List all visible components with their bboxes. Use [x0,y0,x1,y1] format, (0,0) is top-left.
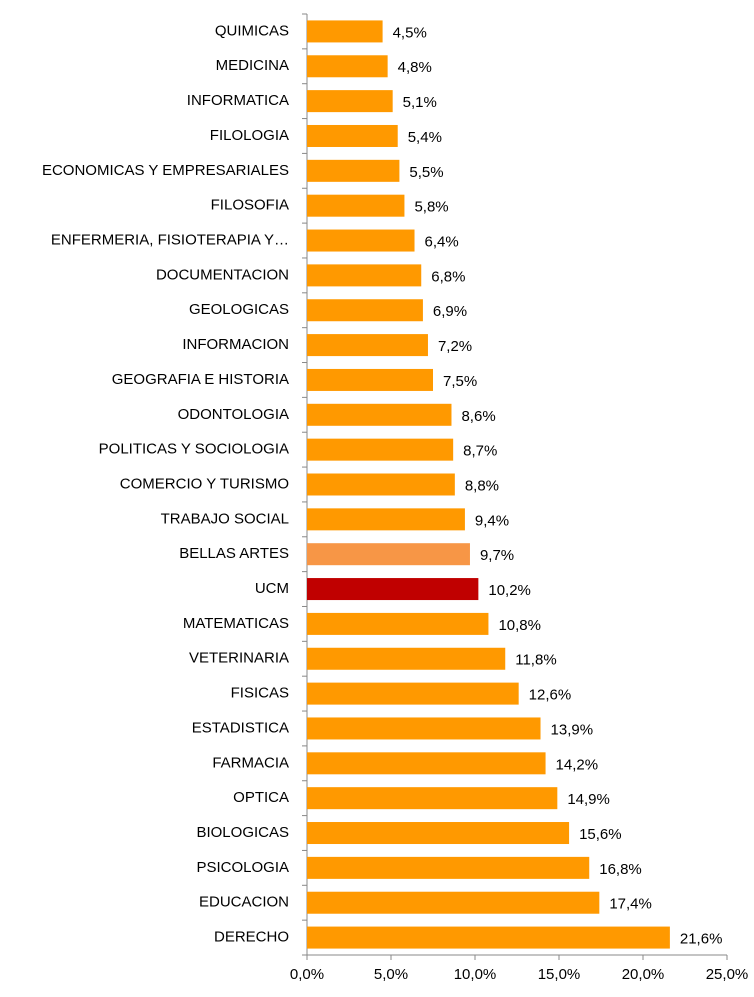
x-tick-label: 0,0% [290,966,324,983]
value-label: 6,9% [433,303,467,320]
bar [307,20,383,43]
x-tick-label: 10,0% [454,966,497,983]
bar [307,438,454,461]
y-tick-label: MATEMATICAS [183,615,289,632]
bar [307,334,428,357]
value-label: 10,2% [488,582,531,599]
y-tick-label: ECONOMICAS Y EMPRESARIALES [42,162,289,179]
bar [307,543,470,566]
bar [307,194,405,217]
value-label: 14,9% [567,791,610,808]
bar [307,717,541,740]
y-tick-label: QUIMICAS [215,22,289,39]
value-label: 10,8% [498,617,541,634]
x-tick-label: 20,0% [622,966,665,983]
value-label: 5,5% [409,164,443,181]
y-tick-label: DOCUMENTACION [156,266,289,283]
x-tick-label: 15,0% [538,966,581,983]
y-tick-label: ENFERMERIA, FISIOTERAPIA Y… [51,232,289,249]
y-tick-label: FILOSOFIA [211,197,289,214]
bar [307,612,489,635]
bar [307,264,422,287]
y-tick-label: INFORMATICA [187,92,289,109]
bar [307,299,423,322]
y-tick-label: GEOGRAFIA E HISTORIA [112,371,289,388]
bar [307,90,393,113]
x-tick-label: 5,0% [374,966,408,983]
value-label: 8,6% [461,408,495,425]
value-label: 4,5% [393,24,427,41]
value-label: 9,7% [480,547,514,564]
bar [307,926,670,949]
bar [307,787,558,810]
value-label: 5,8% [414,199,448,216]
value-label: 12,6% [529,687,572,704]
y-tick-label: UCM [255,580,289,597]
value-label: 7,2% [438,338,472,355]
value-label: 21,6% [680,931,723,948]
y-tick-label: ODONTOLOGIA [178,406,289,423]
value-label: 4,8% [398,59,432,76]
value-label: 17,4% [609,896,652,913]
value-label: 6,8% [431,268,465,285]
y-tick-label: EDUCACION [199,894,289,911]
y-tick-label: POLITICAS Y SOCIOLOGIA [99,441,289,458]
y-tick-label: GEOLOGICAS [189,301,289,318]
y-tick-label: FISICAS [231,685,289,702]
x-tick-label: 25,0% [706,966,749,983]
bar [307,508,465,531]
y-tick-label: BIOLOGICAS [196,824,289,841]
value-label: 13,9% [551,721,594,738]
value-label: 9,4% [475,512,509,529]
bar [307,647,506,670]
y-tick-label: FARMACIA [212,754,289,771]
bar [307,822,570,845]
value-label: 16,8% [599,861,642,878]
value-label: 8,8% [465,477,499,494]
bar [307,856,590,879]
value-label: 8,7% [463,443,497,460]
bar [307,368,433,391]
value-label: 7,5% [443,373,477,390]
y-tick-label: FILOLOGIA [210,127,289,144]
y-tick-label: COMERCIO Y TURISMO [120,475,289,492]
bar [307,403,452,426]
y-tick-label: VETERINARIA [189,650,289,667]
bar [307,682,519,705]
value-label: 5,4% [408,129,442,146]
y-tick-label: MEDICINA [216,57,289,74]
bar [307,752,546,775]
bar [307,473,455,496]
y-tick-label: ESTADISTICA [192,719,289,736]
value-label: 5,1% [403,94,437,111]
bar [307,55,388,78]
y-tick-label: INFORMACION [182,336,289,353]
value-label: 6,4% [425,234,459,251]
bar [307,124,398,147]
bar [307,229,415,252]
y-tick-label: OPTICA [233,789,289,806]
bar [307,578,479,601]
bar [307,159,400,182]
y-tick-label: TRABAJO SOCIAL [161,510,289,527]
bar [307,891,600,914]
value-label: 15,6% [579,826,622,843]
y-tick-label: DERECHO [214,929,289,946]
y-tick-label: PSICOLOGIA [196,859,289,876]
y-tick-label: BELLAS ARTES [179,545,289,562]
value-label: 14,2% [556,756,599,773]
value-label: 11,8% [515,652,556,669]
